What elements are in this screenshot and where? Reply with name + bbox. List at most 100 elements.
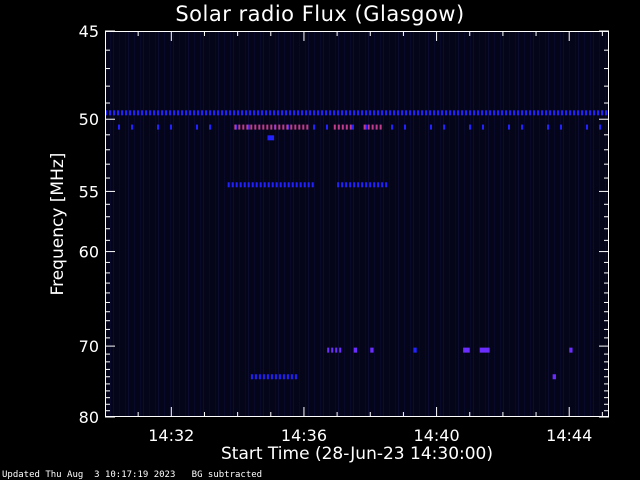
emission-mark [209,110,211,116]
time-stripe [269,32,270,416]
time-stripe [143,32,144,416]
emission-mark [234,124,237,130]
emission-mark [352,124,354,130]
emission-mark [605,110,607,116]
time-stripe [509,32,510,416]
emission-mark [193,110,195,116]
emission-mark [333,110,335,116]
time-stripe [218,32,219,416]
y-axis-ticks: 45 50 55 60 70 80 [79,22,609,427]
emission-mark [463,347,470,353]
emission-feature [569,347,573,353]
emission-mark [209,124,211,130]
time-stripe [464,32,465,416]
emission-mark [293,110,295,116]
emission-feature [552,374,556,380]
time-stripe [179,32,180,416]
time-stripe [305,32,306,416]
emission-mark [421,110,423,116]
emission-mark [278,374,281,380]
emission-mark [329,110,331,116]
emission-mark [165,110,167,116]
emission-mark [521,110,523,116]
emission-mark [370,347,374,353]
time-stripe [284,32,285,416]
emission-mark [255,182,258,188]
time-stripe [329,32,330,416]
time-stripe [524,32,525,416]
emission-mark [297,110,299,116]
footer-status: Updated Thu Aug 3 10:17:19 2023 BG subtr… [2,470,262,480]
emission-mark [109,110,111,116]
emission-mark [307,182,310,188]
emission-mark [261,110,263,116]
emission-mark [425,110,427,116]
emission-mark [262,124,265,130]
emission-mark [593,110,595,116]
emission-mark [238,124,241,130]
time-stripe [245,32,246,416]
x-tick-label: 14:32 [148,426,194,445]
time-stripe [500,32,501,416]
time-stripe [290,32,291,416]
emission-mark [469,110,471,116]
emission-feature [227,182,314,188]
x-tick: 14:40 [414,31,460,445]
emission-mark [375,124,378,130]
y-tick-label: 55 [79,182,99,201]
x-tick: 14:36 [281,31,327,445]
emission-mark [430,124,432,130]
time-stripe [209,32,210,416]
emission-mark [306,124,309,130]
emission-mark [381,110,383,116]
time-stripe [449,32,450,416]
emission-mark [133,110,135,116]
emission-mark [177,110,179,116]
emission-mark [341,124,344,130]
time-stripe [503,32,504,416]
time-stripe [368,32,369,416]
emission-mark [313,110,315,116]
emission-feature [413,347,417,353]
time-stripe [239,32,240,416]
emission-mark [289,110,291,116]
emission-mark [565,110,567,116]
time-stripe [584,32,585,416]
bg-subtracted-note: BG subtracted [191,470,263,480]
emission-mark [221,110,223,116]
time-stripe [398,32,399,416]
emission-mark [365,182,368,188]
emission-mark [270,124,273,130]
time-stripe [260,32,261,416]
emission-mark [549,110,551,116]
time-stripe [518,32,519,416]
time-stripe [419,32,420,416]
time-stripe [293,32,294,416]
emission-mark [325,110,327,116]
emission-mark [337,182,340,188]
emission-mark [457,110,459,116]
emission-mark [482,124,484,130]
emission-mark [385,182,388,188]
time-stripe [344,32,345,416]
emission-mark [283,182,286,188]
emission-mark [278,124,281,130]
y-axis-label: Frequency [MHz] [48,152,68,296]
emission-mark [249,110,251,116]
emission-mark [465,110,467,116]
y-tick-label: 80 [79,408,99,427]
emission-mark [286,374,289,380]
emission-mark [250,374,253,380]
time-stripe [215,32,216,416]
emission-mark [561,110,563,116]
emission-mark [505,110,507,116]
emission-mark [373,110,375,116]
emission-mark [349,124,352,130]
emission-mark [443,124,445,130]
y-tick-label: 50 [79,110,99,129]
emission-mark [113,110,115,116]
emission-mark [389,110,391,116]
emission-mark [337,124,340,130]
emission-mark [257,110,259,116]
emission-mark [377,110,379,116]
